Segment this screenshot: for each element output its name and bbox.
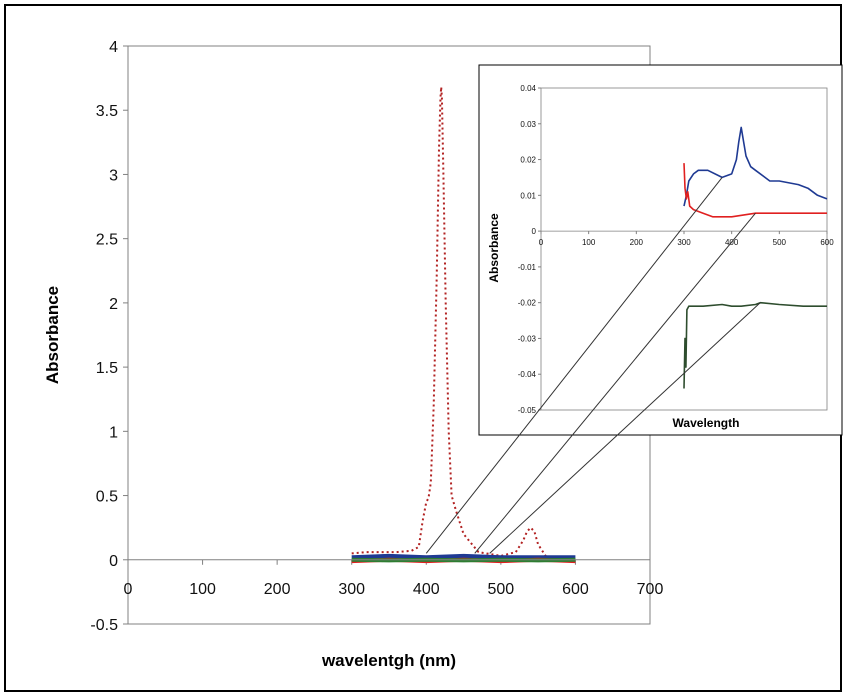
- inset-y-tick-label: 0.04: [520, 84, 536, 93]
- main-y-tick-label: 2.5: [96, 232, 118, 249]
- zoom-connector-lines: [425, 177, 761, 554]
- inset-x-tick-label: 300: [677, 238, 691, 247]
- main-y-tick-label: 1.5: [96, 360, 118, 377]
- main-x-tick-label: 700: [637, 581, 664, 598]
- inset-x-tick-label: 200: [630, 238, 644, 247]
- inset-x-axis-title: Wavelength: [673, 416, 740, 430]
- inset-x-tick-label: 500: [773, 238, 787, 247]
- inset-y-tick-label: -0.03: [518, 334, 537, 343]
- main-x-axis-title: wavelentgh (nm): [321, 651, 456, 670]
- main-x-tick-label: 400: [413, 581, 440, 598]
- main-y-tick-label: 0: [109, 553, 118, 570]
- main-y-tick-label: 3.5: [96, 103, 118, 120]
- main-y-tick-label: -0.5: [90, 617, 118, 634]
- main-series-line-3: [351, 557, 576, 563]
- main-series-line-0: [351, 87, 576, 561]
- inset-y-tick-label: -0.01: [518, 263, 537, 272]
- inset-x-tick-label: 0: [539, 238, 544, 247]
- main-plot: -0.5 0 0.5 1 1.5 2 2.5 3 3.5 4 0 100 200 300 400 500 60…: [43, 39, 663, 670]
- connector-line-0: [425, 177, 723, 554]
- inset-chart: -0.05 -0.04 -0.03 -0.02 -0.01 0 0.01 0.02 0.03 0.…: [478, 64, 843, 436]
- inset-y-tick-label: -0.05: [518, 406, 537, 415]
- inset-series-line-2: [683, 301, 827, 389]
- inset-x-tick-label: 100: [582, 238, 596, 247]
- inset-y-tick-label: 0.02: [520, 156, 536, 165]
- main-x-tick-label: 100: [189, 581, 216, 598]
- inset-y-tick-label: -0.02: [518, 299, 537, 308]
- connector-line-2: [489, 302, 761, 554]
- inset-plot-area: [540, 87, 828, 411]
- connector-line-1: [474, 212, 756, 554]
- inset-chart-box: [478, 64, 843, 436]
- main-x-tick-label: 300: [338, 581, 365, 598]
- inset-y-tick-label: -0.04: [518, 370, 537, 379]
- inset-y-axis-title: Absorbance: [487, 213, 501, 283]
- main-x-tick-label: 500: [488, 581, 515, 598]
- inset-y-tick-label: 0.01: [520, 191, 536, 200]
- main-x-tick-label: 600: [562, 581, 589, 598]
- inset-x-tick-label: 400: [725, 238, 739, 247]
- main-y-tick-label: 2: [109, 296, 118, 313]
- main-y-axis-title: Absorbance: [43, 286, 62, 384]
- main-series-line-1: [351, 553, 576, 560]
- inset-y-tick-label: 0.03: [520, 120, 536, 129]
- inset-series-line-1: [683, 163, 827, 218]
- main-y-tick-label: 3: [109, 167, 118, 184]
- main-y-tick-label: 4: [109, 39, 118, 56]
- main-y-tick-label: 0.5: [96, 489, 118, 506]
- main-x-tick-label: 200: [264, 581, 291, 598]
- main-y-tick-label: 1: [109, 424, 118, 441]
- inset-x-tick-label: 600: [820, 238, 834, 247]
- inset-series-line-0: [683, 126, 828, 207]
- inset-y-tick-label: 0: [532, 227, 537, 236]
- main-x-tick-label: 0: [124, 581, 133, 598]
